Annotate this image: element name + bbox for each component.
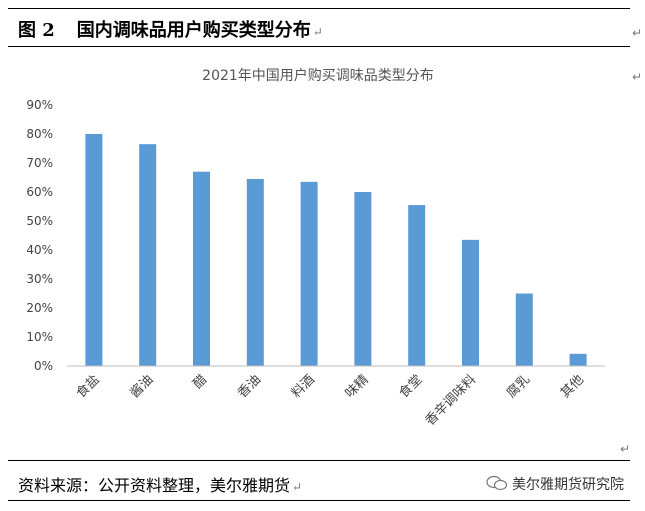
- x-category-label: 腐乳: [504, 372, 533, 401]
- x-category-label: 酱油: [128, 372, 157, 401]
- bar: [300, 181, 318, 366]
- wechat-icon: [486, 475, 508, 495]
- y-tick-label: 60%: [26, 185, 53, 199]
- x-category-label: 食堂: [396, 372, 426, 402]
- figure-title: 图 2 国内调味品用户购买类型分布 ↵: [18, 16, 323, 42]
- bar: [246, 178, 264, 366]
- return-mark-icon: ↵: [620, 442, 631, 456]
- bar: [85, 134, 103, 366]
- y-axis-ticks: 0% 10% 20% 30% 40% 50% 60% 70% 80% 90%: [26, 98, 53, 373]
- y-tick-label: 10%: [26, 330, 53, 344]
- bar-chart: 2021年中国用户购买调味品类型分布 0% 10% 20% 30% 40% 50% 60% 7…: [26, 67, 605, 429]
- return-mark-icon: ↵: [632, 26, 643, 40]
- y-tick-label: 70%: [26, 156, 53, 170]
- x-category-label: 香辛调味料: [423, 372, 480, 429]
- figure-title-text: 国内调味品用户购买类型分布: [76, 20, 311, 41]
- x-category-label: 香油: [235, 372, 264, 401]
- return-mark-icon: ↵: [292, 480, 303, 494]
- source-note: 资料来源：公开资料整理，美尔雅期货 ↵: [18, 472, 302, 496]
- y-tick-label: 20%: [26, 301, 53, 315]
- title-rule: [8, 46, 630, 47]
- bar: [515, 293, 533, 366]
- y-tick-label: 50%: [26, 214, 53, 228]
- y-tick-label: 0%: [34, 359, 53, 373]
- bar: [193, 171, 210, 366]
- bar: [408, 205, 426, 366]
- chart-title: 2021年中国用户购买调味品类型分布: [202, 67, 434, 84]
- return-mark-icon: ↵: [632, 70, 643, 84]
- top-rule: [8, 8, 630, 9]
- x-category-label: 味精: [343, 372, 372, 401]
- return-mark-icon: ↵: [312, 25, 323, 39]
- bar: [462, 239, 479, 366]
- x-category-label: 料酒: [289, 372, 318, 401]
- watermark-text: 美尔雅期货研究院: [512, 477, 624, 493]
- y-tick-label: 80%: [26, 127, 53, 141]
- source-top-rule: [8, 460, 630, 461]
- bar: [354, 192, 372, 366]
- bars: [85, 134, 587, 366]
- x-category-label: 其他: [558, 372, 587, 401]
- bottom-rule: [8, 500, 630, 501]
- bar: [569, 353, 587, 366]
- x-category-label: 食盐: [73, 372, 103, 402]
- y-tick-label: 90%: [26, 98, 53, 112]
- y-tick-label: 30%: [26, 272, 53, 286]
- watermark: 美尔雅期货研究院: [486, 474, 624, 495]
- source-text: 资料来源：公开资料整理，美尔雅期货: [18, 476, 291, 495]
- y-tick-label: 40%: [26, 243, 53, 257]
- x-category-label: 醋: [190, 372, 211, 393]
- figure-label: 图 2: [18, 20, 55, 41]
- bar: [139, 144, 157, 366]
